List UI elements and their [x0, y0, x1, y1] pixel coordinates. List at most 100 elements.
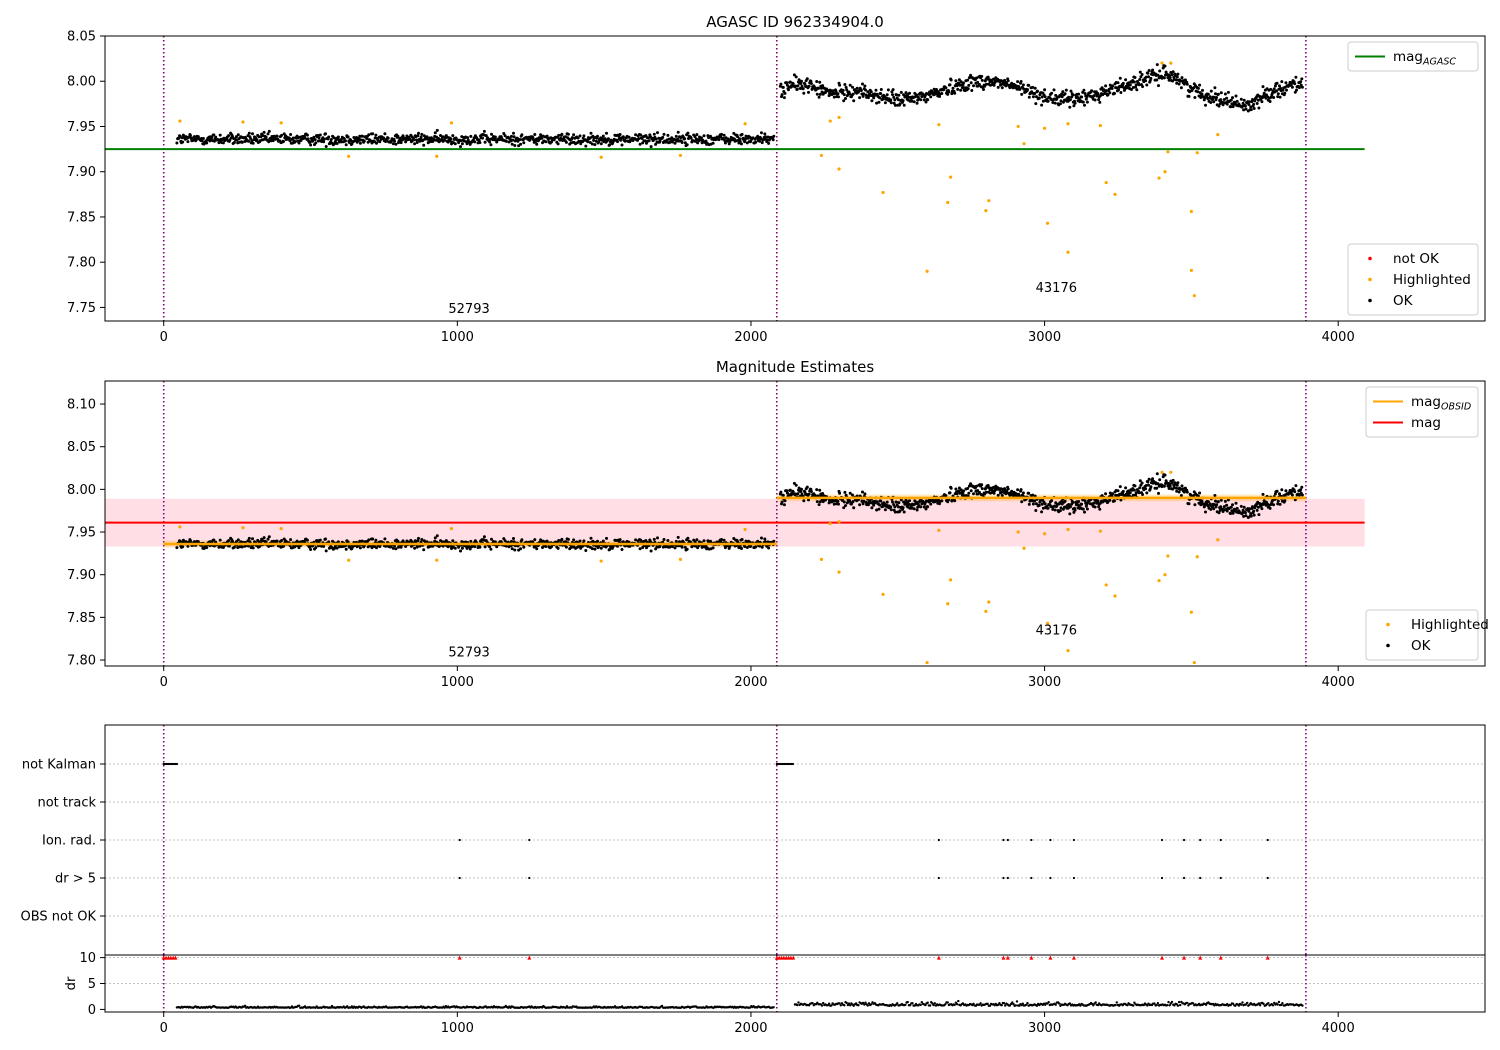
ok-point	[807, 492, 811, 496]
ok-point	[794, 84, 798, 88]
ok-point	[1037, 96, 1041, 100]
flag-point	[1219, 876, 1222, 880]
ok-point	[293, 140, 297, 144]
highlighted-point	[819, 153, 824, 158]
ok-point	[837, 95, 840, 99]
ok-point	[371, 537, 375, 541]
ok-point	[1170, 73, 1174, 77]
ok-point	[306, 137, 310, 141]
x-tick-label: 1000	[441, 1021, 474, 1036]
plot-area	[105, 36, 1365, 321]
ok-point	[1196, 90, 1200, 94]
ok-point	[700, 136, 703, 140]
dr-point	[830, 1004, 833, 1007]
ok-point	[1284, 81, 1288, 85]
ok-point	[1261, 492, 1265, 496]
ok-point	[652, 138, 656, 142]
highlighted-point	[1022, 142, 1026, 146]
ok-point	[1068, 105, 1072, 109]
ok-point	[191, 138, 195, 142]
ok-point	[1171, 70, 1175, 74]
ok-point	[1113, 499, 1116, 503]
ok-point	[535, 142, 539, 146]
ok-point	[905, 95, 909, 99]
ok-point	[566, 537, 570, 541]
ok-point	[1248, 100, 1251, 104]
ok-point	[240, 545, 244, 549]
ok-point	[639, 538, 643, 542]
ok-point	[1247, 103, 1251, 106]
ok-point	[1124, 486, 1128, 490]
ok-point	[1068, 98, 1072, 102]
ok-point	[396, 539, 400, 543]
ok-point	[891, 500, 894, 504]
ok-point	[1113, 92, 1116, 95]
ok-point	[1111, 492, 1115, 496]
highlighted-point	[987, 600, 991, 604]
ok-point	[236, 538, 240, 542]
ok-point	[1155, 486, 1159, 490]
ok-point	[902, 103, 906, 107]
ok-point	[785, 81, 789, 85]
ok-point	[503, 539, 507, 543]
ok-point	[779, 490, 783, 494]
ok-point	[962, 489, 965, 493]
ok-point	[1247, 509, 1251, 513]
flag-point	[175, 762, 179, 766]
ok-point	[181, 545, 185, 549]
ok-point	[1068, 505, 1072, 509]
ok-point	[924, 507, 928, 511]
ok-point	[512, 135, 516, 139]
ok-point	[926, 98, 930, 102]
ok-point	[1119, 91, 1123, 94]
ok-point	[1097, 505, 1101, 509]
ok-point	[560, 132, 564, 136]
legend-label: not OK	[1393, 251, 1440, 267]
highlighted-point	[984, 209, 988, 213]
y-tick-label: 10	[79, 951, 96, 966]
ok-point	[1208, 95, 1212, 99]
ok-point	[251, 537, 254, 541]
ok-point	[1093, 98, 1097, 102]
ok-point	[1261, 85, 1265, 89]
ok-point	[264, 135, 268, 139]
dr-point	[944, 1003, 947, 1006]
ok-point	[1132, 488, 1136, 492]
ok-point	[656, 536, 659, 540]
ok-point	[305, 133, 309, 137]
ok-point	[970, 89, 974, 92]
ok-point	[1175, 81, 1179, 85]
ok-point	[1212, 503, 1216, 507]
ok-point	[532, 138, 535, 142]
ok-point	[951, 86, 955, 90]
ok-point	[620, 548, 624, 551]
ok-point	[412, 138, 416, 142]
ok-point	[680, 141, 684, 144]
ok-point	[782, 96, 786, 100]
ok-point	[960, 493, 964, 497]
ok-point	[872, 503, 876, 507]
ok-point	[1138, 70, 1142, 74]
ok-point	[1242, 98, 1246, 102]
ok-point	[378, 545, 382, 548]
ok-point	[771, 138, 775, 142]
ok-point	[861, 502, 865, 506]
dr-point	[920, 1001, 923, 1004]
ok-point	[881, 97, 885, 101]
ok-point	[649, 145, 653, 149]
ok-point	[394, 142, 398, 146]
ok-point	[1104, 84, 1108, 88]
x-tick-label: 4000	[1322, 1021, 1355, 1036]
ok-point	[984, 82, 988, 86]
highlighted-point	[1098, 529, 1102, 533]
ok-point	[469, 539, 473, 543]
ok-point	[904, 91, 908, 95]
ok-point	[805, 77, 809, 81]
ok-point	[794, 492, 798, 496]
ok-point	[556, 142, 560, 146]
ok-point	[1185, 490, 1189, 494]
ok-point	[618, 538, 622, 542]
y-tick-label: 7.80	[67, 654, 96, 669]
ok-point	[969, 482, 973, 486]
highlighted-points	[178, 470, 1220, 665]
